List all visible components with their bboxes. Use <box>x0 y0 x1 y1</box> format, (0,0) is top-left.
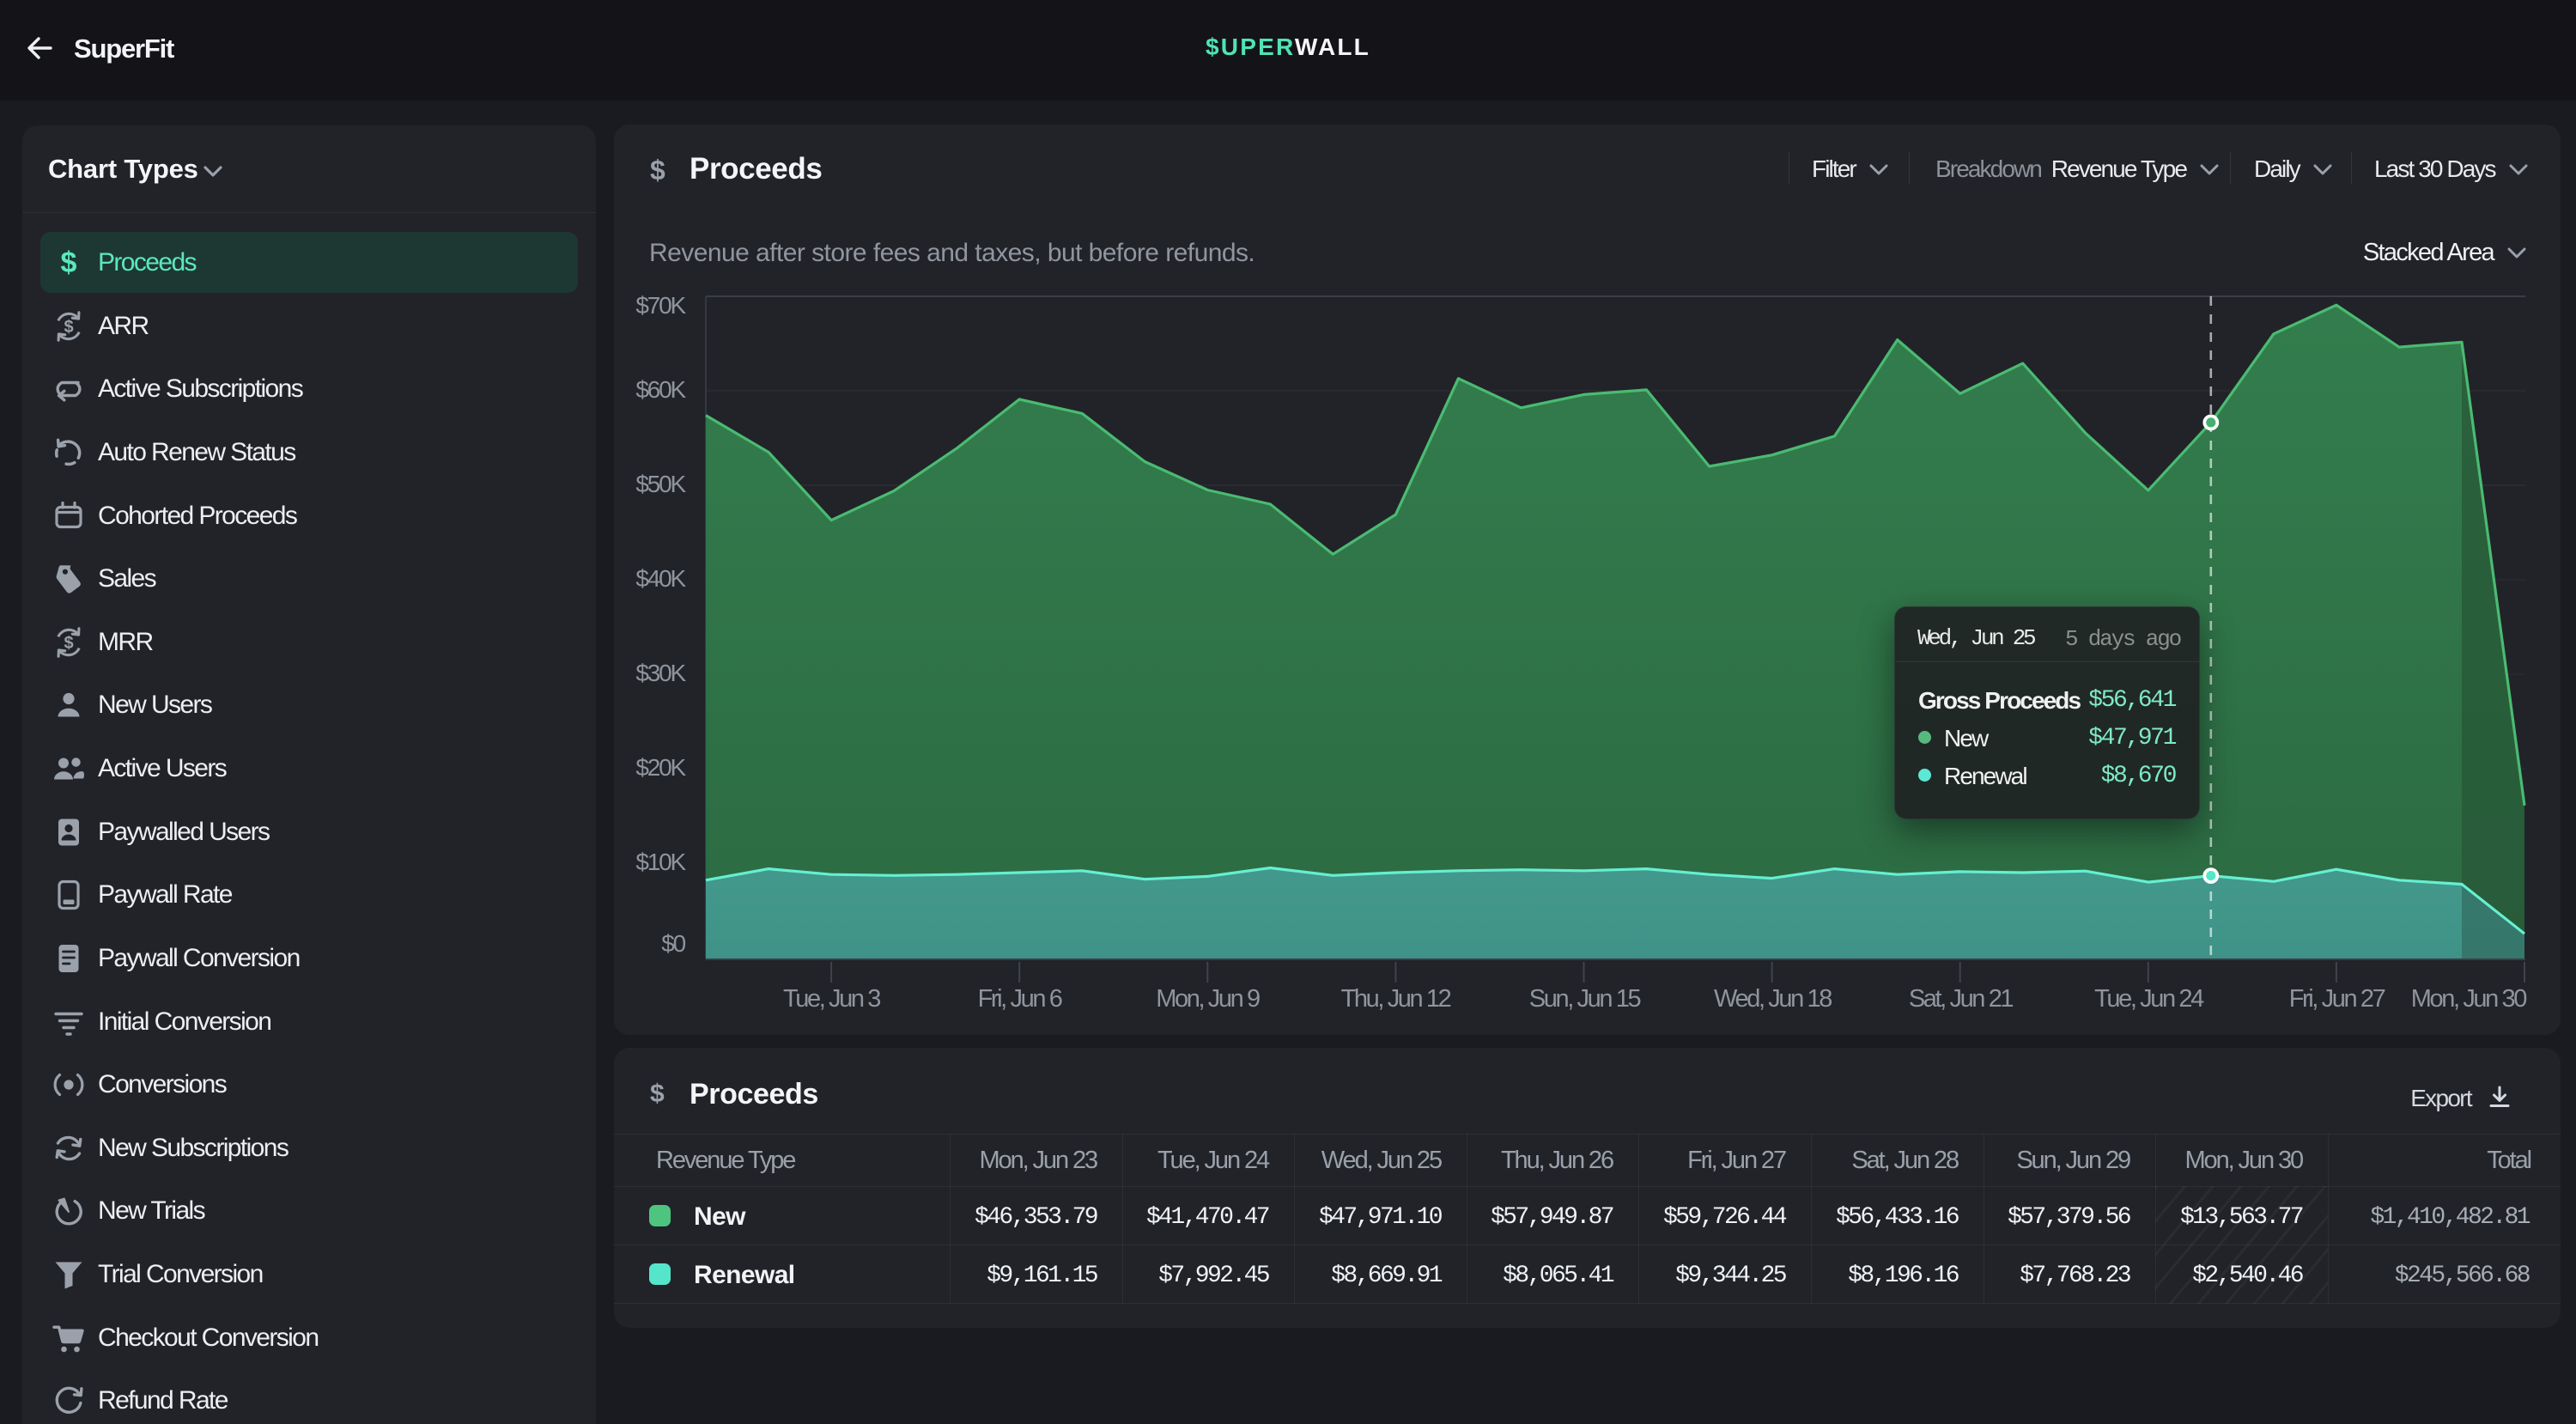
svg-text:$: $ <box>64 318 73 337</box>
svg-text:$: $ <box>64 634 73 653</box>
svg-text:$: $ <box>61 246 77 279</box>
